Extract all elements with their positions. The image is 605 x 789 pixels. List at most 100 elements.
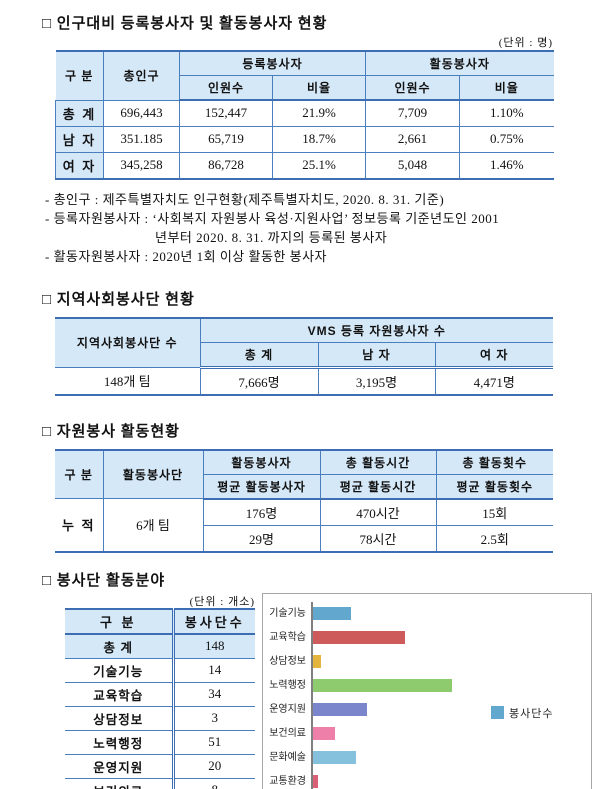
table-row: 운영지원 20 xyxy=(65,754,255,779)
row-label-cell: 교육학습 xyxy=(65,682,173,707)
table-row: 남 자 351.185 65,719 18.7% 2,661 0.75% xyxy=(55,126,554,153)
chart-track xyxy=(311,601,476,626)
data-cell: 3,195명 xyxy=(317,367,435,395)
header-cell: 인원수 xyxy=(179,75,273,101)
data-cell: 8 xyxy=(171,778,255,789)
table-row: 기술기능 14 xyxy=(65,658,255,683)
row-label-cell: 여 자 xyxy=(55,152,104,179)
header-cell: 총 계 xyxy=(199,342,318,369)
chart-track xyxy=(311,745,476,770)
chart-row: 보건의료 xyxy=(265,721,591,746)
table-row: 총 계 696,443 152,447 21.9% 7,709 1.10% xyxy=(55,100,554,127)
table-row: 148개 팀 7,666명 3,195명 4,471명 xyxy=(55,367,553,395)
header-cell: 등록봉사자 xyxy=(178,51,366,76)
data-cell: 21.9% xyxy=(271,100,366,127)
data-cell: 6개 팀 xyxy=(102,498,203,552)
table-row: 29명 78시간 2.5회 xyxy=(55,525,553,552)
table-row: 총 계 148 xyxy=(65,633,255,659)
data-cell: 148개 팀 xyxy=(103,374,151,389)
data-cell: 25.1% xyxy=(271,152,366,179)
chart-row: 운영지원 xyxy=(265,697,591,722)
chart-track xyxy=(311,649,476,674)
chart-track xyxy=(311,625,476,650)
chart-bar xyxy=(313,654,322,668)
header-cell: 총 활동시간 xyxy=(319,449,436,475)
chart-bar xyxy=(313,702,368,716)
chart-category-label: 보건의료 xyxy=(269,727,306,739)
header-cell: 평균 활동시간 xyxy=(319,474,436,500)
header-cell: 비율 xyxy=(271,75,366,101)
footnote-line: 년부터 2020. 8. 31. 까지의 등록된 봉사자 xyxy=(155,229,388,245)
section1-title: □ 인구대비 등록봉사자 및 활동봉사자 현황 xyxy=(42,16,328,32)
chart-track xyxy=(311,721,476,746)
chart-category-label: 운영지원 xyxy=(269,703,306,715)
data-cell: 34 xyxy=(171,682,255,707)
section4-unit-note: (단위 : 개소) xyxy=(189,595,255,608)
chart-row: 교육학습 xyxy=(265,625,591,650)
data-cell: 696,443 xyxy=(103,100,180,127)
header-cell: 구 분 xyxy=(65,608,173,635)
data-cell: 7,709 xyxy=(365,100,460,127)
chart-bar xyxy=(313,726,335,740)
chart-row: 노력행정 xyxy=(265,673,591,698)
header-cell: 구 분 xyxy=(55,51,104,101)
header-cell: 총 활동횟수 xyxy=(435,449,553,475)
chart-category-label: 교육학습 xyxy=(269,631,306,643)
chart-category-label: 상담정보 xyxy=(269,655,306,667)
header-cell: VMS 등록 자원봉사자 수 xyxy=(199,317,553,343)
population-volunteer-table: 구 분 총인구 등록봉사자 활동봉사자 인원수 비율 인원수 비율 총 계 69… xyxy=(55,50,554,180)
row-label-cell: 기술기능 xyxy=(65,658,173,683)
header-cell: 활동봉사자 xyxy=(202,449,320,475)
chart-track xyxy=(311,673,476,698)
chart-row: 교통환경 xyxy=(265,769,591,789)
row-label-cell: 노력행정 xyxy=(65,730,173,755)
data-cell: 20 xyxy=(171,754,255,779)
legend-swatch xyxy=(491,706,504,719)
data-cell: 65,719 xyxy=(179,126,273,153)
chart-bar xyxy=(313,630,406,644)
data-cell: 18.7% xyxy=(271,126,366,153)
table-row: 상담정보 3 xyxy=(65,706,255,731)
chart-row: 문화예술 xyxy=(265,745,591,770)
table-row: 노력행정 51 xyxy=(65,730,255,755)
table-row: 여 자 345,258 86,728 25.1% 5,048 1.46% xyxy=(55,152,554,179)
header-cell: 활동봉사자 xyxy=(365,51,554,76)
data-cell: 152,447 xyxy=(179,100,273,127)
data-cell: 2.5회 xyxy=(435,525,553,552)
row-label-cell: 남 자 xyxy=(55,126,104,153)
header-cell: 평균 활동횟수 xyxy=(435,474,553,500)
chart-track xyxy=(311,697,476,722)
row-label-cell: 보건의료 xyxy=(65,778,173,789)
row-label-cell: 운영지원 xyxy=(65,754,173,779)
row-label-cell: 상담정보 xyxy=(65,706,173,731)
section3-title: □ 자원봉사 활동현황 xyxy=(42,423,180,440)
chart-bar xyxy=(313,606,352,620)
header-cell: 평균 활동봉사자 xyxy=(202,474,320,500)
data-cell: 470시간 xyxy=(319,498,436,526)
header-cell: 여 자 xyxy=(434,342,553,369)
data-cell: 7,666명 xyxy=(199,367,318,395)
data-cell: 51 xyxy=(171,730,255,755)
header-cell: 총인구 xyxy=(103,51,180,101)
section2-title: □ 지역사회봉사단 현황 xyxy=(42,291,195,308)
chart-bar xyxy=(313,750,357,764)
data-cell: 0.75% xyxy=(459,126,554,153)
activity-status-table: 구 분 활동봉사단 활동봉사자 총 활동시간 총 활동횟수 평균 활동봉사자 평… xyxy=(55,448,553,553)
data-cell: 148 xyxy=(171,633,255,659)
data-cell: 86,728 xyxy=(179,152,273,179)
data-cell: 345,258 xyxy=(103,152,180,179)
activity-field-section: (단위 : 개소) 구 분 봉사단수 총 계 148 기술기능 14 교육학습 xyxy=(65,592,605,789)
row-label-cell: 총 계 xyxy=(55,100,104,127)
chart-category-label: 기술기능 xyxy=(269,607,306,619)
footnote-line: - 등록자원봉사자 : ‘사회복지 자원봉사 육성·지원사업’ 정보등록 기준년… xyxy=(45,210,500,226)
header-cell: 인원수 xyxy=(365,75,460,101)
activity-field-table: 구 분 봉사단수 총 계 148 기술기능 14 교육학습 34 상담정보 xyxy=(65,607,255,789)
chart-category-label: 교통환경 xyxy=(269,775,306,787)
chart-bar xyxy=(313,678,452,692)
data-cell: 3 xyxy=(171,706,255,731)
section1-unit-note: (단위 : 명) xyxy=(498,37,553,49)
chart-row: 기술기능 xyxy=(265,601,591,626)
data-cell: 2,661 xyxy=(365,126,460,153)
